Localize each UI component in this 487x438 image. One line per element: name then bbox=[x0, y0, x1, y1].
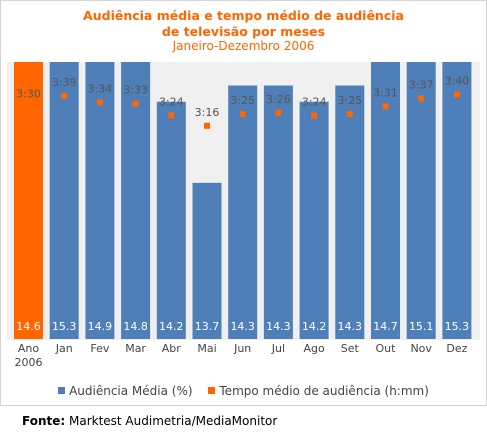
time-label: 3:33 bbox=[123, 84, 148, 97]
bar-value-label: 15.1 bbox=[409, 320, 434, 333]
bar bbox=[49, 0, 79, 339]
bar-value-label: 14.7 bbox=[373, 320, 398, 333]
x-tick-label: Out bbox=[376, 342, 397, 355]
chart-title-line1: Audiência média e tempo médio de audiênc… bbox=[83, 8, 404, 23]
time-label: 3:39 bbox=[52, 76, 77, 89]
bar-value-label: 13.7 bbox=[195, 320, 220, 333]
time-label: 3:40 bbox=[445, 75, 470, 88]
bar bbox=[156, 101, 186, 339]
bar-value-label: 15.3 bbox=[52, 320, 77, 333]
legend-item-tempo: Tempo médio de audiência (h:mm) bbox=[208, 384, 429, 398]
chart-title-line2: de televisão por meses bbox=[161, 24, 326, 39]
x-tick-label: Nov bbox=[410, 342, 432, 355]
time-label: 3:37 bbox=[409, 79, 434, 92]
plot-area: 14.6 3:30 15.3 3:39 14.9 3:34 14.8 3:33 14.2 3:24… bbox=[7, 0, 480, 340]
x-tick-label: Jan bbox=[55, 342, 73, 355]
time-marker bbox=[382, 103, 389, 110]
time-marker bbox=[96, 99, 103, 106]
x-tick-label: Mar bbox=[125, 342, 146, 355]
time-label: 3:30 bbox=[16, 88, 41, 101]
time-marker bbox=[453, 91, 460, 98]
time-label: 3:24 bbox=[302, 95, 327, 108]
source-text: Marktest Audimetria/MediaMonitor bbox=[65, 414, 278, 428]
chart-subtitle: Janeiro-Dezembro 2006 bbox=[172, 39, 315, 53]
source-note: Fonte: Marktest Audimetria/MediaMonitor bbox=[22, 414, 277, 428]
legend-item-audiencia: Audiência Média (%) bbox=[58, 384, 193, 398]
bar bbox=[335, 85, 365, 339]
bar-value-label: 14.6 bbox=[16, 320, 41, 333]
bar bbox=[192, 182, 222, 339]
legend: Audiência Média (%) Tempo médio de audiê… bbox=[0, 384, 487, 398]
bar-value-label: 14.3 bbox=[338, 320, 363, 333]
bar bbox=[371, 20, 400, 339]
time-label: 3:16 bbox=[195, 106, 220, 119]
legend-swatch-tempo bbox=[208, 387, 216, 394]
time-label: 3:25 bbox=[337, 94, 362, 107]
time-marker bbox=[239, 111, 246, 118]
x-tick-label: Jun bbox=[233, 342, 251, 355]
x-tick-label: Fev bbox=[90, 342, 109, 355]
bar bbox=[299, 101, 329, 339]
time-label: 3:31 bbox=[373, 86, 398, 99]
legend-swatch-audiencia bbox=[58, 387, 66, 394]
x-tick-label: 2006 bbox=[15, 356, 43, 369]
bar-value-label: 14.9 bbox=[88, 320, 113, 333]
time-marker bbox=[346, 111, 353, 118]
time-label: 3:26 bbox=[266, 93, 291, 106]
bar-value-label: 14.3 bbox=[266, 320, 291, 333]
bar-value-label: 14.2 bbox=[159, 320, 184, 333]
x-tick-label: Set bbox=[341, 342, 360, 355]
x-tick-label: Dez bbox=[446, 342, 467, 355]
time-marker bbox=[275, 109, 282, 116]
bar-value-label: 14.3 bbox=[230, 320, 255, 333]
x-tick-label: Jul bbox=[271, 342, 285, 355]
bar-value-label: 15.3 bbox=[445, 320, 470, 333]
bar bbox=[228, 85, 258, 339]
bar-value-label: 14.2 bbox=[302, 320, 327, 333]
bar bbox=[14, 36, 43, 339]
time-label: 3:34 bbox=[88, 82, 113, 95]
legend-label-audiencia: Audiência Média (%) bbox=[69, 384, 193, 398]
time-marker bbox=[168, 112, 175, 119]
bar bbox=[263, 85, 293, 339]
time-marker bbox=[204, 122, 210, 129]
x-tick-label: Ago bbox=[303, 342, 325, 355]
x-tick-label: Mai bbox=[197, 342, 216, 355]
source-label: Fonte: bbox=[22, 414, 66, 428]
x-tick-label: Ano bbox=[18, 342, 39, 355]
bar bbox=[406, 0, 436, 340]
time-label: 3:25 bbox=[230, 94, 255, 107]
time-marker bbox=[25, 104, 32, 111]
time-label: 3:24 bbox=[159, 95, 184, 108]
x-tick-label: Abr bbox=[162, 342, 182, 355]
time-marker bbox=[418, 95, 425, 102]
time-marker bbox=[132, 100, 139, 107]
bar bbox=[442, 0, 472, 339]
bar-value-label: 14.8 bbox=[123, 320, 148, 333]
time-marker bbox=[61, 92, 68, 99]
time-marker bbox=[311, 112, 318, 119]
legend-label-tempo: Tempo médio de audiência (h:mm) bbox=[219, 384, 429, 398]
chart-svg: 14.6 3:30 15.3 3:39 14.9 3:34 14.8 3:33 14.2 3:24… bbox=[14, 0, 472, 340]
